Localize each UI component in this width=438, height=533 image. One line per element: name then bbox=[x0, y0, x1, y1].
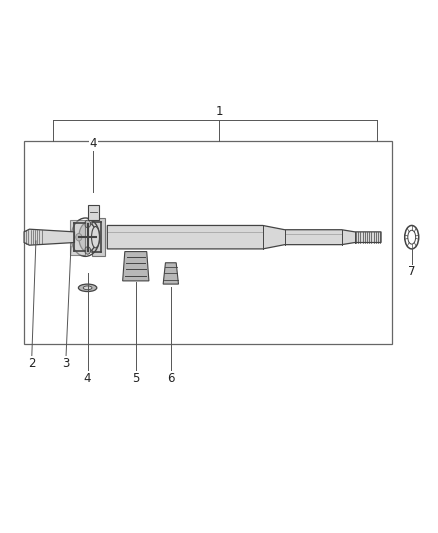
Text: 1: 1 bbox=[215, 106, 223, 118]
Circle shape bbox=[85, 247, 91, 254]
Ellipse shape bbox=[92, 227, 99, 248]
Ellipse shape bbox=[79, 222, 96, 252]
Text: 4: 4 bbox=[89, 138, 97, 150]
Polygon shape bbox=[163, 263, 179, 284]
Polygon shape bbox=[123, 252, 149, 281]
Circle shape bbox=[93, 233, 99, 241]
Polygon shape bbox=[70, 220, 85, 255]
Bar bbox=[88, 205, 99, 220]
Text: 5: 5 bbox=[132, 372, 139, 385]
Circle shape bbox=[85, 220, 91, 228]
Circle shape bbox=[76, 233, 82, 241]
Text: 2: 2 bbox=[28, 357, 35, 370]
Ellipse shape bbox=[78, 284, 97, 292]
Text: 4: 4 bbox=[84, 372, 92, 385]
Text: 6: 6 bbox=[167, 372, 175, 385]
Polygon shape bbox=[24, 229, 74, 245]
Polygon shape bbox=[92, 218, 105, 256]
Ellipse shape bbox=[83, 286, 92, 289]
Text: 7: 7 bbox=[408, 265, 416, 278]
Bar bbox=[24, 141, 392, 344]
Ellipse shape bbox=[408, 230, 416, 244]
Polygon shape bbox=[107, 225, 381, 249]
Text: 3: 3 bbox=[62, 357, 69, 370]
